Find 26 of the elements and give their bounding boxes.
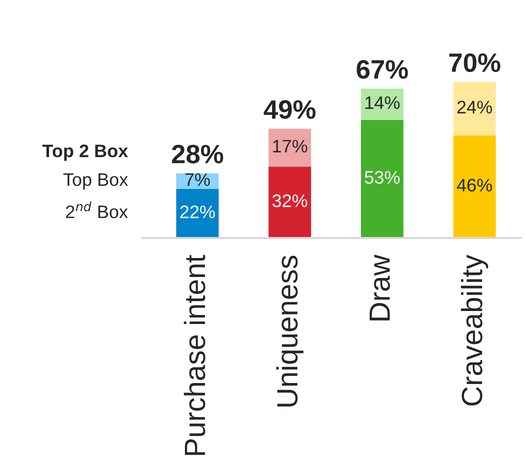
data-label: 17% — [273, 140, 308, 152]
bar — [453, 82, 496, 136]
x-tick-label: Craveability — [460, 254, 488, 406]
data-label: 53% — [364, 170, 400, 184]
x-tick-label: Purchase intent — [184, 254, 206, 455]
data-label: 24% — [457, 100, 492, 114]
x-tick-label: Draw — [370, 254, 390, 320]
total-label: 28% — [172, 144, 224, 164]
data-label: 14% — [365, 96, 400, 110]
bar — [360, 120, 404, 238]
x-tick-label: Uniqueness — [276, 256, 304, 406]
bar — [268, 128, 312, 167]
total-label: 49% — [264, 100, 316, 119]
bar — [360, 88, 404, 120]
data-label: 46% — [456, 178, 492, 192]
text: 2$^{nd}$ Box — [66, 202, 128, 218]
data-label: 22% — [180, 206, 215, 218]
bar — [176, 188, 219, 238]
bar — [453, 135, 496, 238]
bar — [268, 166, 312, 238]
total-label: 67% — [356, 60, 408, 79]
data-label: 32% — [272, 194, 308, 208]
legend-title: Top 2 Box — [42, 144, 128, 161]
data-label: 7% — [185, 173, 210, 186]
text: Top Box — [63, 173, 128, 190]
total-label: 70% — [449, 53, 500, 72]
